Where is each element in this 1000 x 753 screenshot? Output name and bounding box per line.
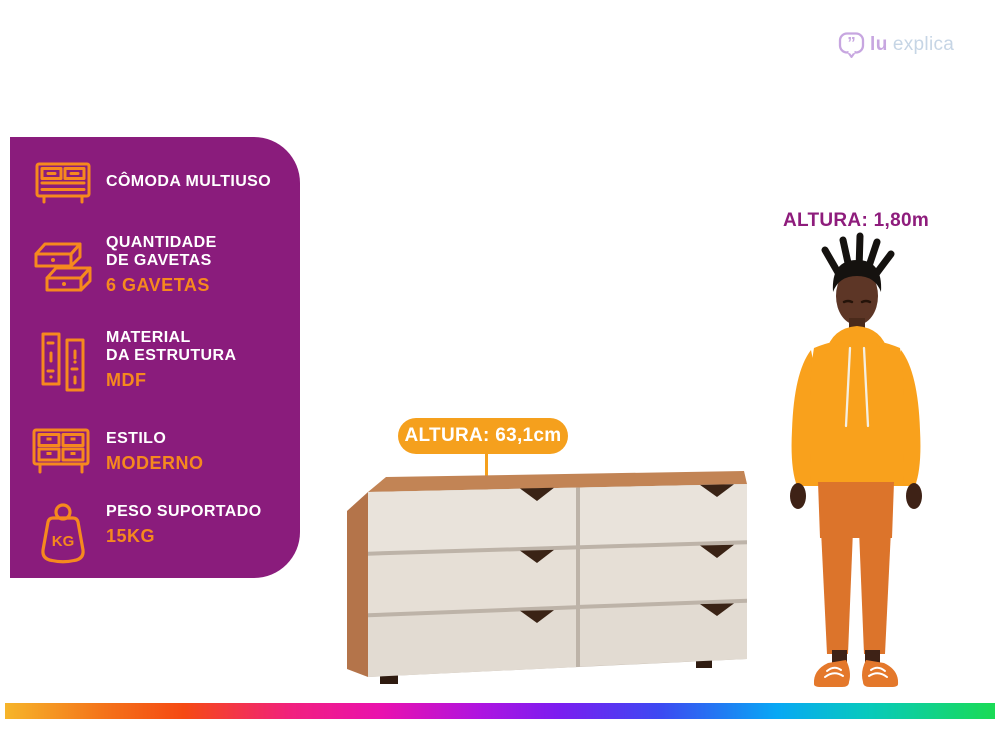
speech-bubble-quote-icon: ” bbox=[838, 32, 865, 58]
drawstring-left bbox=[844, 346, 852, 428]
left-eye bbox=[842, 299, 854, 304]
mdf-wood-icon bbox=[41, 332, 85, 392]
dresser-style-icon bbox=[32, 428, 90, 474]
six-drawer-dresser-illustration bbox=[347, 471, 747, 684]
right-hand bbox=[906, 483, 922, 509]
spec-value: 6 GAVETAS bbox=[106, 275, 210, 295]
spec-row-weight: PESO SUPORTADO 15KG bbox=[106, 503, 262, 546]
brand-name-bold: lu bbox=[870, 33, 888, 55]
furniture-height-badge: ALTURA: 63,1cm bbox=[398, 418, 568, 454]
spec-row-style: ESTILO MODERNO bbox=[106, 430, 204, 473]
right-eye bbox=[860, 299, 872, 304]
pants bbox=[818, 482, 894, 654]
spec-value: MODERNO bbox=[106, 453, 204, 473]
weight-icon-text: KG bbox=[52, 533, 75, 550]
dresser-icon bbox=[35, 162, 91, 204]
hair-cap bbox=[832, 260, 882, 292]
brand-logo: ” lu explica bbox=[838, 31, 954, 58]
spec-label: ESTILO bbox=[106, 430, 167, 447]
left-hand bbox=[790, 483, 806, 509]
spec-label: DA ESTRUTURA bbox=[106, 347, 237, 364]
weight-kg-icon: KG bbox=[41, 503, 85, 564]
man-orange-hoodie-illustration bbox=[790, 232, 922, 687]
spec-row-title: CÔMODA MULTIUSO bbox=[106, 173, 271, 191]
spec-row-material: MATERIAL DA ESTRUTURA MDF bbox=[106, 329, 236, 390]
spec-row-drawers: QUANTIDADE DE GAVETAS 6 GAVETAS bbox=[106, 234, 217, 295]
spec-label: PESO SUPORTADO bbox=[106, 503, 262, 520]
spec-panel: CÔMODA MULTIUSO QUANTIDADE DE GAVETAS 6 … bbox=[10, 137, 300, 578]
spec-label: MATERIAL bbox=[106, 329, 191, 346]
rainbow-footer-bar bbox=[5, 703, 995, 719]
hoodie bbox=[791, 326, 921, 486]
open-drawers-icon bbox=[34, 242, 92, 292]
drawstring-right bbox=[862, 346, 870, 428]
shoes bbox=[813, 660, 899, 687]
spec-value: MDF bbox=[106, 370, 147, 390]
brand-name-light: explica bbox=[892, 33, 955, 55]
person-height-label: ALTURA: 1,80m bbox=[782, 210, 930, 231]
product-title: CÔMODA MULTIUSO bbox=[106, 173, 272, 190]
quote-glyph: ” bbox=[847, 34, 856, 53]
spec-value: 15KG bbox=[106, 526, 156, 546]
spec-label: QUANTIDADE bbox=[106, 234, 217, 251]
spec-label: DE GAVETAS bbox=[106, 252, 212, 269]
face bbox=[836, 267, 878, 325]
